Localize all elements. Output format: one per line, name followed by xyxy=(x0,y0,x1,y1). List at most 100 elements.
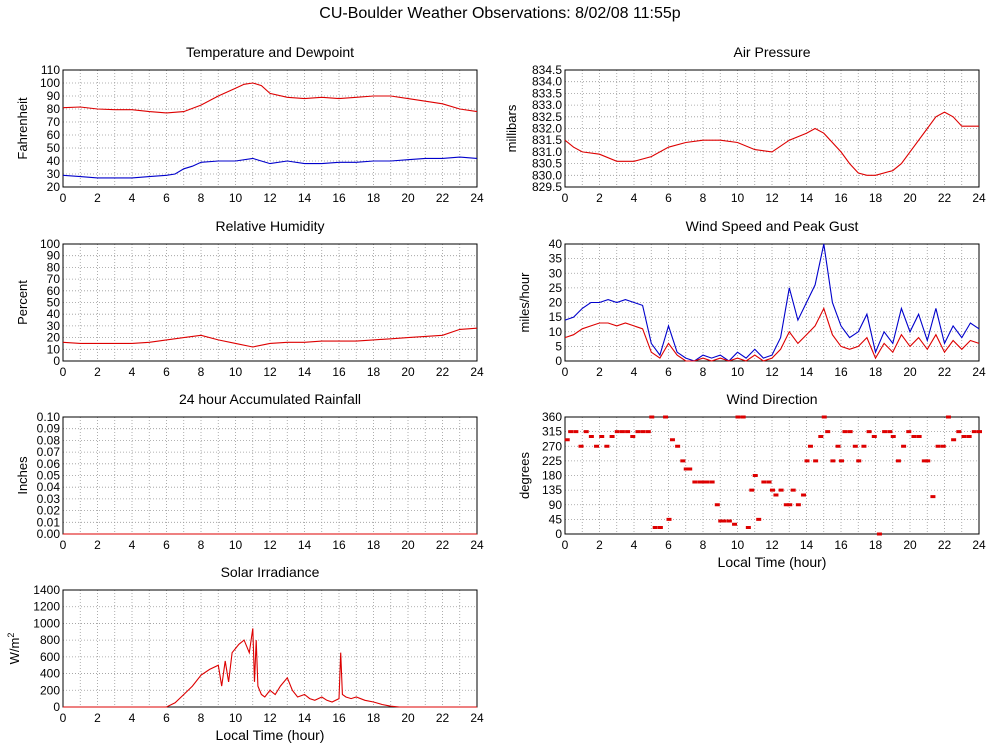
x-tick-label: 2 xyxy=(94,711,101,725)
x-tick-label: 2 xyxy=(596,538,603,552)
y-tick-label: 1000 xyxy=(33,616,60,630)
wind-direction-point xyxy=(866,430,872,434)
x-tick-label: 2 xyxy=(94,191,101,205)
x-tick-label: 12 xyxy=(263,365,277,379)
wind-direction-point xyxy=(977,430,982,434)
x-tick-label: 8 xyxy=(198,538,205,552)
wind-direction-point xyxy=(871,435,877,438)
wind-direction-point xyxy=(599,435,605,438)
wind-direction-point xyxy=(761,480,767,484)
solar-xlabel: Local Time (hour) xyxy=(216,727,325,743)
x-tick-label: 16 xyxy=(834,538,848,552)
y-tick-label: 400 xyxy=(40,667,60,681)
y-tick-label: 0 xyxy=(53,700,60,714)
wind-direction-point xyxy=(951,438,957,442)
x-tick-label: 8 xyxy=(700,538,707,552)
wind-direction-point xyxy=(835,444,841,448)
wind-direction-point xyxy=(787,503,793,507)
temperature-title: Temperature and Dewpoint xyxy=(186,44,354,60)
wind-direction-point xyxy=(825,430,831,434)
wind-speed-frame xyxy=(564,243,980,362)
x-tick-label: 0 xyxy=(60,191,67,205)
wind-direction-point xyxy=(714,503,720,507)
wind-direction-frame xyxy=(564,416,980,535)
x-tick-label: 10 xyxy=(229,538,243,552)
wind-direction-point xyxy=(887,430,893,434)
x-tick-label: 10 xyxy=(229,711,243,725)
wind-direction-point xyxy=(821,415,827,419)
y-tick-label: 1400 xyxy=(33,583,60,597)
x-tick-label: 22 xyxy=(436,191,450,205)
y-tick-label: 15 xyxy=(549,310,563,324)
x-tick-label: 16 xyxy=(332,711,346,725)
y-tick-label: 833.5 xyxy=(532,86,562,100)
x-tick-label: 18 xyxy=(367,538,381,552)
x-tick-label: 2 xyxy=(94,538,101,552)
wind-direction-point xyxy=(901,444,907,448)
wind-direction-point xyxy=(749,488,755,492)
x-tick-label: 16 xyxy=(332,365,346,379)
y-tick-label: 50 xyxy=(47,296,61,310)
y-tick-label: 0.03 xyxy=(37,492,61,506)
wind-direction-point xyxy=(692,480,698,484)
y-tick-label: 0.06 xyxy=(37,457,61,471)
x-tick-label: 24 xyxy=(972,365,986,379)
wind-direction-point xyxy=(971,430,977,434)
pressure-ylabel: millibars xyxy=(504,104,519,152)
wind-direction-point xyxy=(604,444,610,448)
y-tick-label: 25 xyxy=(549,281,563,295)
x-tick-label: 6 xyxy=(163,365,170,379)
x-tick-label: 24 xyxy=(470,711,484,725)
y-tick-label: 600 xyxy=(40,650,60,664)
y-tick-label: 10 xyxy=(549,325,563,339)
y-tick-label: 80 xyxy=(47,260,61,274)
wind-direction-point xyxy=(895,459,901,463)
wind-direction-point xyxy=(756,517,762,521)
pressure-title: Air Pressure xyxy=(733,44,810,60)
wind-direction-point xyxy=(945,415,951,419)
wind-direction-point xyxy=(795,503,801,507)
wind-direction-point xyxy=(940,444,946,448)
x-tick-label: 20 xyxy=(401,711,415,725)
wind-direction-point xyxy=(709,480,715,484)
x-tick-label: 16 xyxy=(332,538,346,552)
wind-direction-point xyxy=(640,430,646,434)
x-tick-label: 8 xyxy=(198,711,205,725)
y-tick-label: 0.02 xyxy=(37,504,61,518)
x-tick-label: 22 xyxy=(938,191,952,205)
x-tick-label: 10 xyxy=(229,365,243,379)
y-tick-label: 0.04 xyxy=(37,480,61,494)
x-tick-label: 8 xyxy=(700,365,707,379)
solar-plot-area xyxy=(63,590,477,707)
y-tick-label: 100 xyxy=(40,76,60,90)
y-tick-label: 831.0 xyxy=(532,145,562,159)
wind-direction-point xyxy=(956,430,962,434)
wind-direction-point xyxy=(921,459,927,463)
y-tick-label: 20 xyxy=(47,180,61,194)
wind-direction-point xyxy=(906,430,912,434)
wind-direction-point xyxy=(568,430,574,434)
wind-direction-point xyxy=(847,430,853,434)
x-tick-label: 4 xyxy=(129,538,136,552)
wind-speed-series-0 xyxy=(564,243,980,362)
x-tick-label: 16 xyxy=(332,191,346,205)
wind-direction-point xyxy=(783,503,789,507)
y-tick-label: 30 xyxy=(549,266,563,280)
wind-direction-point xyxy=(564,438,570,442)
solar-ylabel: W/m2 xyxy=(6,633,22,665)
wind-direction-point xyxy=(704,480,710,484)
y-tick-label: 90 xyxy=(47,89,61,103)
x-tick-label: 6 xyxy=(665,365,672,379)
wind-direction-point xyxy=(804,459,810,463)
x-tick-label: 22 xyxy=(436,711,450,725)
x-tick-label: 12 xyxy=(263,538,277,552)
wind-direction-point xyxy=(625,430,631,434)
x-tick-label: 8 xyxy=(198,365,205,379)
x-tick-label: 24 xyxy=(470,191,484,205)
y-tick-label: 0.05 xyxy=(37,469,61,483)
x-tick-label: 12 xyxy=(765,191,779,205)
y-tick-label: 0.10 xyxy=(37,410,61,424)
rainfall-title: 24 hour Accumulated Rainfall xyxy=(179,391,361,407)
